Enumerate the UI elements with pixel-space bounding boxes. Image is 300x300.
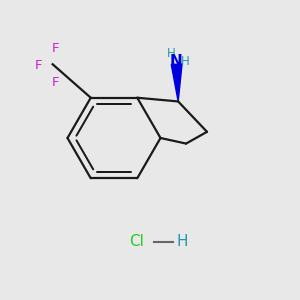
- Text: N: N: [169, 54, 182, 69]
- Text: H: H: [181, 55, 190, 68]
- Text: F: F: [34, 59, 42, 72]
- Text: F: F: [51, 42, 59, 55]
- Text: H: H: [177, 234, 188, 249]
- Polygon shape: [171, 64, 182, 101]
- Text: H: H: [167, 47, 176, 60]
- Text: Cl: Cl: [129, 234, 144, 249]
- Text: F: F: [52, 76, 59, 88]
